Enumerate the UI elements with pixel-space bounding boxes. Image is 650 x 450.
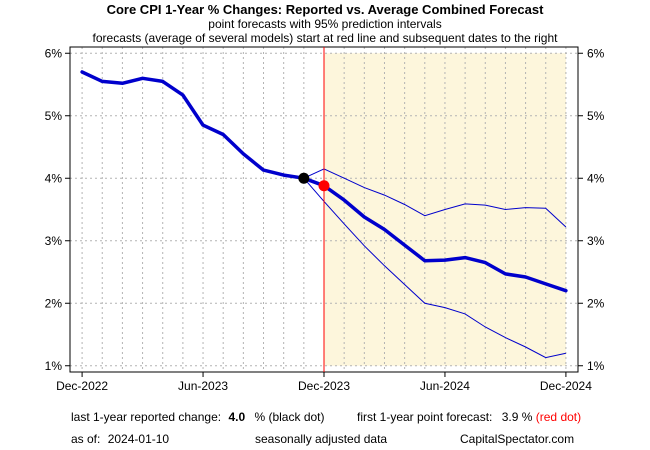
x-tick-label: Dec-2024: [540, 379, 592, 393]
footer-first-label: first 1-year point forecast:: [357, 410, 493, 424]
first-forecast-dot: [318, 180, 330, 192]
footer-last-value: 4.0: [228, 410, 246, 424]
footer-first-value: 3.9 %: [501, 410, 533, 424]
y-tick-label-left: 5%: [45, 109, 63, 123]
last-reported-dot: [298, 172, 310, 184]
footer-last-suffix: % (black dot): [254, 410, 325, 424]
y-tick-label-right: 4%: [587, 171, 605, 185]
y-tick-label-right: 3%: [587, 234, 605, 248]
footer-asof-date: 2024-01-10: [107, 432, 170, 446]
y-tick-label-left: 3%: [45, 234, 63, 248]
y-tick-label-left: 4%: [45, 171, 63, 185]
chart-subtitle-1: point forecasts with 95% prediction inte…: [208, 17, 442, 31]
x-tick-label: Jun-2024: [420, 379, 470, 393]
upper-interval-line: [303, 168, 567, 228]
y-tick-label-left: 1%: [45, 359, 63, 373]
footer-first-forecast: first 1-year point forecast: 3.9 % (red …: [357, 410, 581, 424]
y-tick-label-left: 6%: [45, 46, 63, 60]
y-tick-label-right: 6%: [587, 46, 605, 60]
chart-subtitle-2: forecasts (average of several models) st…: [92, 31, 558, 45]
footer-asof: as of: 2024-01-10: [71, 432, 169, 446]
y-tick-label-right: 5%: [587, 109, 605, 123]
lower-interval-line: [303, 177, 567, 359]
footer-seasonal: seasonally adjusted data: [255, 432, 388, 446]
footer-asof-label: as of:: [71, 432, 101, 446]
chart-title: Core CPI 1-Year % Changes: Reported vs. …: [106, 2, 544, 17]
footer-first-suffix: (red dot): [535, 410, 582, 424]
y-tick-label-right: 1%: [587, 359, 605, 373]
reported-line: [80, 70, 306, 180]
y-tick-label-right: 2%: [587, 296, 605, 310]
footer-last-reported: last 1-year reported change: 4.0 % (blac…: [71, 410, 325, 424]
x-tick-label: Jun-2023: [178, 379, 228, 393]
forecast-line: [302, 176, 568, 293]
x-tick-label: Dec-2023: [298, 379, 350, 393]
y-tick-label-left: 2%: [45, 296, 63, 310]
footer-source: CapitalSpectator.com: [460, 432, 575, 446]
footer-last-label: last 1-year reported change:: [71, 410, 222, 424]
x-tick-label: Dec-2022: [56, 379, 108, 393]
